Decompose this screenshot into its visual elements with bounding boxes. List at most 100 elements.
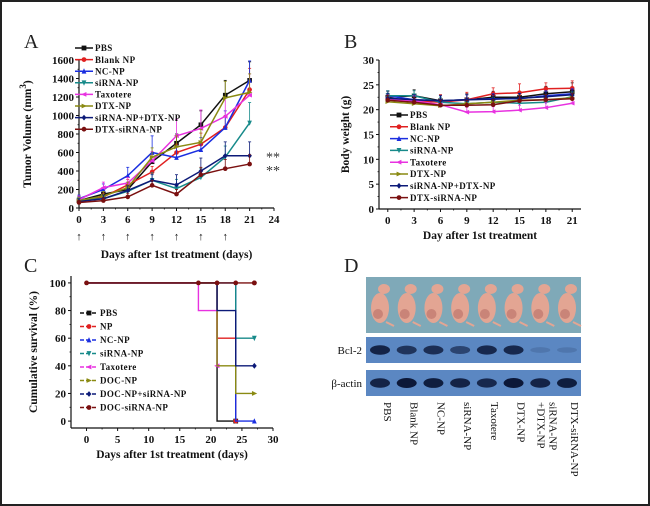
blot-band	[423, 345, 444, 355]
data-point	[251, 280, 257, 286]
lane-label: siRNA-NP	[546, 402, 558, 450]
panel-d-blot: Bcl-2 β-actin PBS Blank NP NC-NP siRNA-NP Taxo…	[331, 277, 582, 477]
x-tick-label: 3	[411, 215, 417, 227]
blot-band	[476, 378, 497, 388]
blot-band	[423, 378, 444, 388]
legend-marker	[396, 182, 402, 189]
x-tick-label: 9	[149, 214, 155, 226]
lane-label: DTX-NP	[515, 402, 527, 442]
legend-marker	[86, 364, 92, 370]
lane-label: PBS	[381, 402, 393, 422]
blot-band	[476, 345, 497, 355]
data-point	[222, 166, 228, 171]
data-point	[246, 92, 252, 98]
data-point	[490, 96, 496, 103]
y-tick-label: 800	[58, 129, 75, 141]
mouse-leg	[519, 321, 529, 327]
legend-marker	[396, 195, 402, 201]
legend-label: PBS	[410, 110, 428, 120]
x-tick-label: 10	[143, 434, 155, 446]
x-tick-label: 25	[236, 434, 248, 446]
legend-marker	[86, 405, 92, 410]
legend-label: DOC-NP	[100, 376, 137, 386]
blot-row-label: β-actin	[331, 378, 362, 390]
y-tick-label: 400	[58, 166, 75, 178]
treatment-arrow-icon: ↑	[76, 231, 82, 243]
legend-label: siRNA-NP+DTX-NP	[410, 181, 496, 191]
mouse-figure	[504, 284, 529, 327]
data-point	[100, 185, 106, 190]
mouse-head	[511, 284, 524, 294]
lane-label: +DTX-NP	[534, 402, 546, 449]
y-tick-label: 0	[61, 416, 67, 428]
data-point	[490, 102, 496, 107]
legend-label: Blank NP	[410, 122, 451, 132]
lane-label: Taxotere	[488, 402, 500, 440]
data-point	[464, 96, 470, 103]
x-tick-label: 12	[488, 215, 500, 227]
x-axis-label: Day after 1st treatment	[423, 230, 537, 242]
mouse-head	[404, 284, 417, 294]
data-point	[543, 97, 549, 103]
mouse-head	[458, 284, 471, 294]
mouse-head	[378, 284, 390, 294]
lane-label: DTX-siRNA-NP	[568, 402, 580, 477]
panel-letter-a: A	[24, 31, 39, 53]
legend-label: NC-NP	[95, 66, 125, 76]
data-point	[101, 186, 106, 192]
legend-label: Taxotere	[95, 90, 132, 100]
tumor	[426, 309, 437, 319]
panel-letter-d: D	[344, 255, 358, 277]
data-point	[247, 90, 253, 95]
data-point	[149, 183, 155, 188]
mouse-leg	[385, 321, 395, 327]
mouse-figure	[531, 284, 555, 327]
y-tick-label: 10	[363, 154, 375, 166]
y-tick-label: 1400	[52, 74, 75, 86]
x-tick-label: 0	[76, 214, 82, 226]
data-point	[490, 109, 496, 114]
legend-label: DOC-siRNA-NP	[100, 403, 168, 413]
x-tick-label: 18	[540, 215, 552, 227]
data-point	[149, 177, 155, 184]
y-axis-label-paren: )	[22, 80, 34, 84]
blot-band	[396, 378, 417, 388]
legend-label: siRNA-NP	[100, 349, 144, 359]
legend-label: Blank NP	[95, 55, 136, 65]
legend-marker	[396, 135, 402, 141]
x-tick-label: 6	[438, 215, 444, 227]
legend-marker	[396, 148, 402, 154]
mouse-leg	[412, 321, 422, 327]
legend-marker	[81, 126, 87, 132]
legend-marker	[86, 378, 92, 383]
series-line	[387, 98, 573, 113]
legend-marker	[86, 324, 92, 329]
series-doc-sirna-np	[84, 280, 257, 286]
x-tick-label: 24	[269, 214, 281, 226]
blot-band	[396, 345, 417, 355]
data-point	[251, 335, 257, 342]
y-axis-label: Body weight (g)	[340, 96, 352, 173]
tumor	[506, 309, 517, 319]
x-tick-label: 9	[464, 215, 470, 227]
y-tick-label: 0	[69, 203, 75, 215]
data-point	[251, 391, 258, 396]
legend-label: DTX-siRNA-NP	[410, 193, 477, 203]
data-point	[198, 146, 204, 153]
legend-label: DOC-NP+siRNA-NP	[100, 389, 187, 399]
data-point	[76, 200, 82, 205]
y-axis-label: Tumor Volume (mm3)	[18, 80, 34, 188]
data-point	[517, 98, 522, 104]
legend-label: Taxotere	[410, 157, 447, 167]
legend-label: Taxotere	[100, 362, 137, 372]
data-point	[174, 154, 179, 160]
y-tick-label: 80	[55, 306, 67, 318]
legend-label: siRNA-NP+DTX-NP	[95, 113, 181, 123]
panel-letter-c: C	[24, 255, 37, 277]
data-point	[247, 161, 252, 167]
blot-band	[503, 378, 524, 388]
data-point	[149, 158, 155, 164]
blot-row-label: Bcl-2	[338, 345, 362, 357]
mouse-figure	[424, 284, 448, 327]
data-point	[222, 152, 228, 159]
